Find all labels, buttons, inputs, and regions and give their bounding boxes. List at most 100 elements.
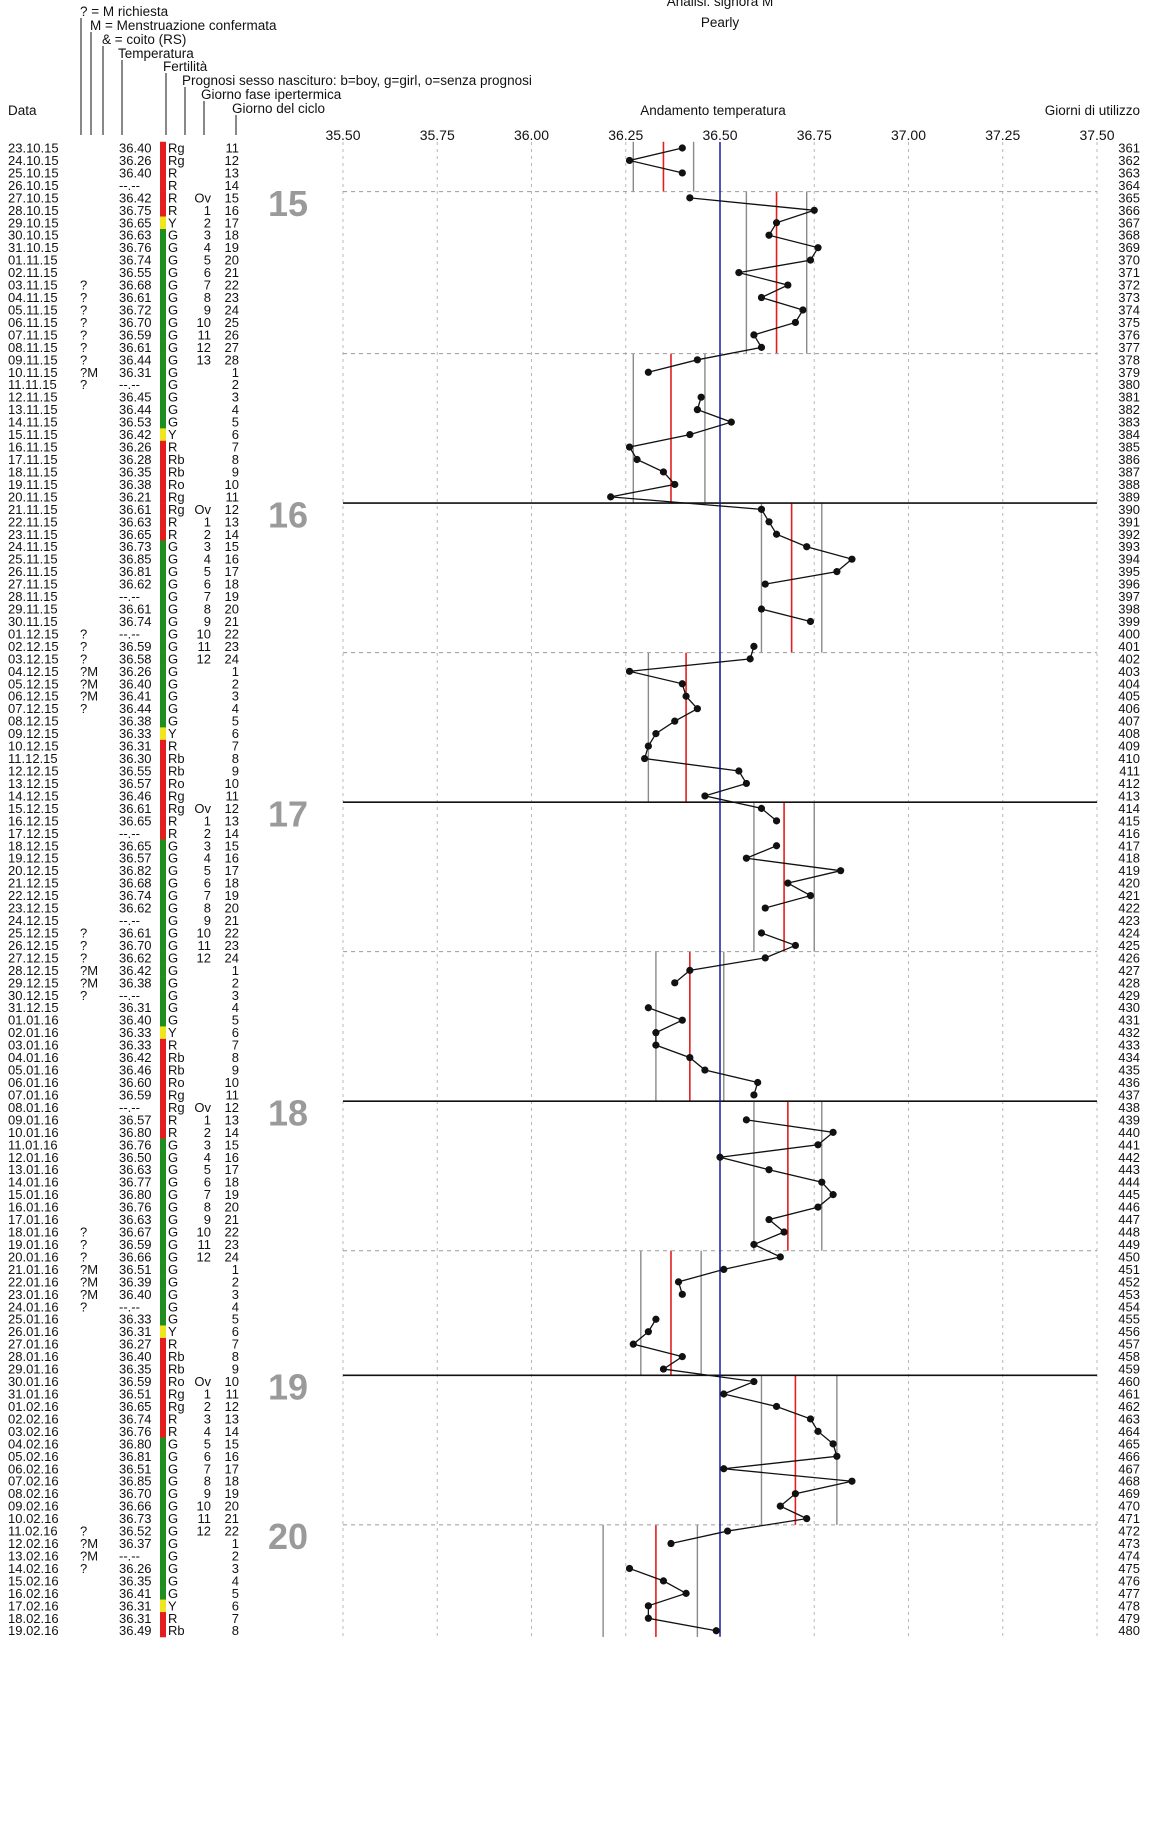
row-fertility-code: G: [168, 1175, 178, 1190]
row-cycle-day: 10: [225, 1374, 239, 1389]
table-row: 22.12.15 36.74 G 7 19 421: [8, 888, 1140, 903]
row-use-day: 399: [1118, 614, 1140, 629]
temperature-point: [720, 1265, 728, 1273]
row-fertility-code: R: [168, 440, 177, 455]
row-cycle-day: 21: [225, 913, 239, 928]
row-use-day: 475: [1118, 1561, 1140, 1576]
row-date: 09.01.16: [8, 1112, 59, 1127]
table-row: 01.12.15? --.-- G 10 22 400: [8, 626, 1140, 641]
table-row: 08.01.16 --.-- Rg Ov 12 438: [8, 1100, 1140, 1115]
row-use-day: 480: [1118, 1623, 1140, 1638]
row-date: 19.02.16: [8, 1623, 59, 1638]
row-cycle-day: 3: [232, 689, 239, 704]
row-fertility-code: Ro: [168, 477, 185, 492]
row-use-day: 441: [1118, 1137, 1140, 1152]
fertility-color-bar: [160, 714, 166, 728]
table-row: 09.12.15 36.33 Y 6 408: [8, 726, 1140, 741]
temperature-point: [791, 941, 800, 950]
fertility-color-bar: [160, 1512, 166, 1526]
row-fertility-code: G: [168, 377, 178, 392]
row-cycle-day: 14: [225, 527, 239, 542]
temperature-point: [833, 568, 841, 576]
row-temperature: --.--: [119, 589, 140, 604]
row-hyperthermic-day: 5: [204, 253, 211, 268]
row-fertility-code: G: [168, 340, 178, 355]
row-date: 28.01.16: [8, 1349, 59, 1364]
row-use-day: 390: [1118, 502, 1140, 517]
fertility-color-bar: [160, 1462, 166, 1476]
fertility-color-bar: [160, 440, 166, 454]
row-cycle-day: 22: [225, 626, 239, 641]
fertility-color-bar: [160, 1126, 166, 1139]
row-fertility-code: R: [168, 1125, 177, 1140]
temperature-point: [720, 1465, 728, 1473]
row-cycle-day: 20: [225, 1499, 239, 1514]
row-flag: ?M: [80, 365, 98, 380]
temperature-point: [723, 1527, 732, 1535]
row-cycle-day: 24: [225, 651, 239, 666]
temperature-point: [750, 1091, 758, 1099]
row-hyperthermic-day: 8: [204, 290, 211, 305]
row-cycle-day: 9: [232, 764, 239, 779]
row-date: 18.02.16: [8, 1611, 59, 1626]
fertility-color-bar: [160, 1038, 166, 1052]
row-temperature: 36.82: [119, 863, 152, 878]
row-date: 07.01.16: [8, 1087, 59, 1102]
row-fertility-code: Rb: [168, 751, 185, 766]
row-temperature: 36.46: [119, 1063, 152, 1078]
row-fertility-code: G: [168, 651, 178, 666]
table-row: 06.01.16 36.60 Ro 10 436: [8, 1075, 1140, 1090]
temperature-point: [686, 430, 694, 439]
fertility-color-bar: [160, 1275, 166, 1289]
row-date: 12.01.16: [8, 1150, 59, 1165]
row-fertility-code: R: [168, 203, 177, 218]
table-row: 01.11.15 36.74 G 5 20 370: [8, 253, 1140, 268]
table-row: 11.12.15 36.30 Rb 8 410: [8, 751, 1140, 766]
row-temperature: 36.61: [119, 602, 152, 617]
row-hyperthermic-day: 7: [204, 589, 211, 604]
row-fertility-code: R: [168, 527, 177, 542]
table-row: 11.11.15? --.-- G 2 380: [8, 377, 1140, 392]
row-use-day: 410: [1118, 751, 1140, 766]
row-date: 02.11.15: [8, 265, 58, 280]
row-hyperthermic-day: 3: [204, 539, 211, 554]
row-use-day: 416: [1118, 826, 1140, 841]
table-row: 02.02.16 36.74 R 3 13 463: [8, 1411, 1140, 1426]
row-date: 31.10.15: [8, 240, 59, 255]
row-temperature: --.--: [119, 626, 140, 641]
table-row: 14.02.16? 36.26 G 3 475: [8, 1561, 1140, 1576]
row-date: 21.12.15: [8, 876, 59, 891]
row-cycle-day: 13: [225, 813, 239, 828]
table-row: 13.12.15 36.57 Ro 10 412: [8, 776, 1140, 791]
row-use-day: 413: [1118, 788, 1140, 803]
row-temperature: 36.35: [119, 1573, 152, 1588]
temperature-line: [648, 1007, 759, 1096]
row-fertility-code: G: [168, 1573, 178, 1588]
temperature-point: [693, 406, 701, 414]
fertility-color-bar: [160, 1051, 166, 1065]
row-date: 03.02.16: [8, 1424, 59, 1439]
chart-subtitle: Pearly: [701, 15, 740, 30]
temperature-point: [806, 892, 815, 900]
row-cycle-day: 3: [232, 1561, 239, 1576]
row-cycle-day: 22: [225, 1524, 239, 1539]
fertility-color-bar: [160, 341, 166, 354]
row-use-day: 365: [1118, 190, 1140, 205]
row-use-day: 397: [1118, 589, 1140, 604]
row-use-day: 452: [1118, 1274, 1140, 1289]
row-use-day: 473: [1118, 1536, 1140, 1551]
row-use-day: 420: [1118, 876, 1140, 891]
temperature-point: [757, 605, 766, 613]
temperature-point: [629, 1340, 637, 1348]
row-temperature: 36.35: [119, 464, 152, 479]
row-hyperthermic-day: 11: [198, 938, 212, 953]
temperature-point: [659, 1365, 668, 1373]
row-temperature: 36.55: [119, 764, 152, 779]
row-use-day: 448: [1118, 1225, 1140, 1240]
row-fertility-code: G: [168, 602, 178, 617]
row-use-day: 458: [1118, 1349, 1140, 1364]
row-date: 26.10.15: [8, 178, 59, 193]
row-temperature: 36.76: [119, 1200, 152, 1215]
row-temperature: 36.33: [119, 1038, 152, 1053]
table-row: 25.01.16 36.33 G 5 455: [8, 1312, 1140, 1327]
